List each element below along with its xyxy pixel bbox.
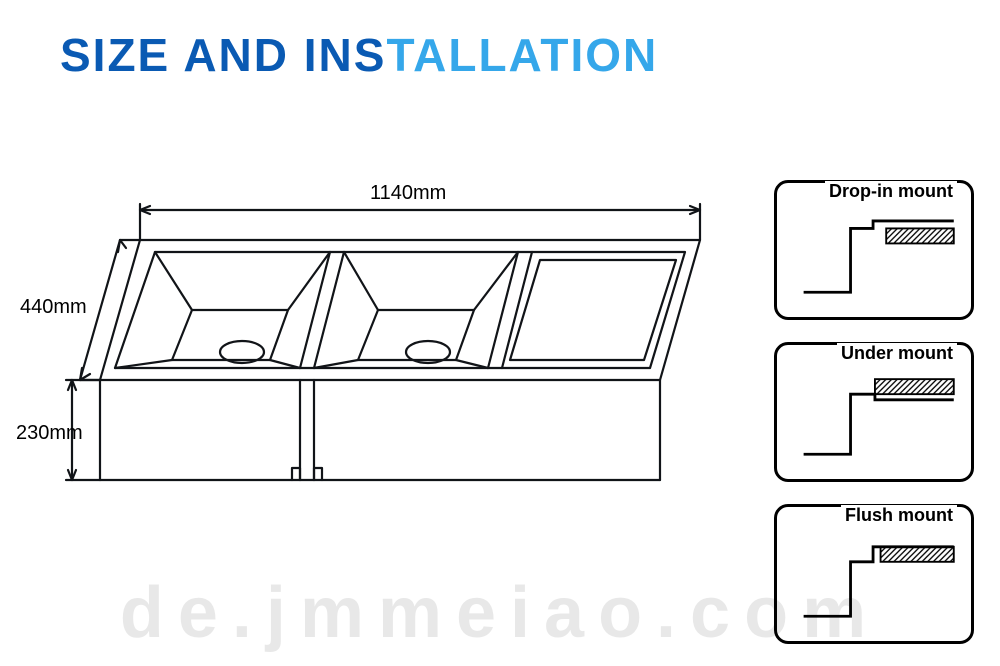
- title-part1: SIZE AND INS: [60, 29, 386, 81]
- dim-height-label: 230mm: [16, 422, 83, 445]
- page-title: SIZE AND INSTALLATION: [60, 28, 658, 82]
- title-part2: TALLATION: [386, 29, 658, 81]
- mount-label-dropin: Drop-in mount: [825, 181, 957, 202]
- mount-box-flush: Flush mount: [774, 504, 974, 644]
- sink-svg: [20, 180, 740, 600]
- mount-under-icon: [783, 351, 965, 473]
- mount-flush-icon: [783, 513, 965, 635]
- dim-depth-label: 440mm: [20, 296, 87, 319]
- mount-label-flush: Flush mount: [841, 505, 957, 526]
- sink-diagram: 1140mm 440mm 230mm: [20, 180, 740, 600]
- mount-box-under: Under mount: [774, 342, 974, 482]
- mount-label-under: Under mount: [837, 343, 957, 364]
- mount-types-column: Drop-in mount Under mount: [774, 180, 974, 666]
- dim-width-label: 1140mm: [370, 182, 446, 205]
- mount-dropin-icon: [783, 189, 965, 311]
- mount-box-dropin: Drop-in mount: [774, 180, 974, 320]
